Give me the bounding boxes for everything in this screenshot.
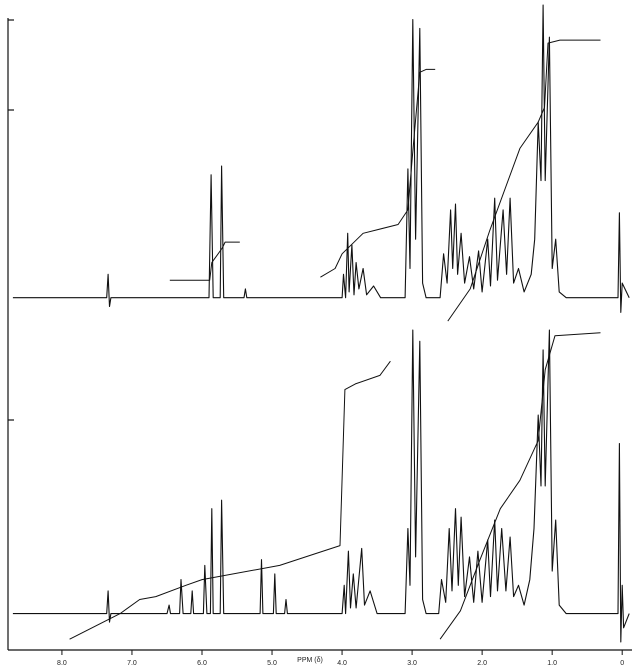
x-axis-label: PPM (δ) [297,657,323,664]
x-tick-label: 8.0 [57,660,67,667]
x-tick-label: 3.0 [407,660,417,667]
x-tick-label: 7.0 [127,660,137,667]
page: PPM (δ) 8.07.06.05.04.03.02.01.00 (() =>… [0,0,634,671]
x-tick-label: 5.0 [267,660,277,667]
x-tick-label: 2.0 [477,660,487,667]
spectrum-line [13,330,629,642]
x-tick-label: 0 [620,660,624,667]
chart: PPM (δ) 8.0 7.0 6.0 5.0 4.0 3.0 2.0 1.0 0 [0,0,634,671]
integral-curve [170,40,601,321]
x-tick-label: 1.0 [547,660,557,667]
spectrum-line [13,5,629,312]
x-tick-label: 4.0 [337,660,347,667]
x-tick-label: 6.0 [197,660,207,667]
